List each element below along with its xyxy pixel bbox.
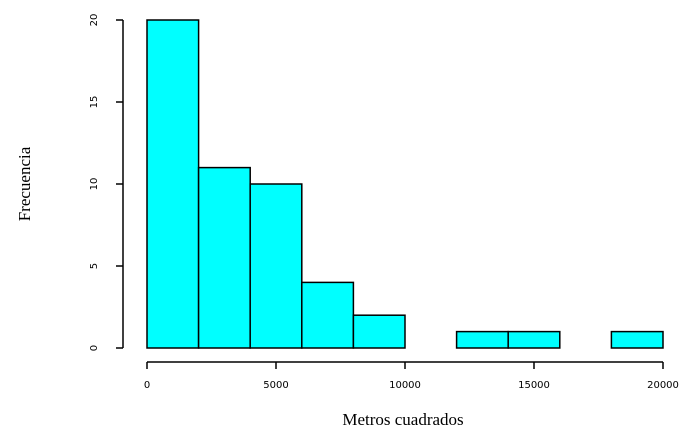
y-axis-title: Frecuencia: [15, 146, 34, 221]
y-tick-label: 5: [89, 263, 100, 269]
x-tick-label: 20000: [647, 380, 679, 391]
y-tick-label: 0: [89, 345, 100, 351]
x-tick-label: 10000: [389, 380, 421, 391]
histogram-bar: [610, 330, 664, 349]
histogram-bar: [507, 330, 561, 349]
x-axis-title: Metros cuadrados: [342, 410, 463, 429]
histogram-bar: [352, 314, 406, 349]
x-tick-label: 15000: [518, 380, 550, 391]
histogram-bars: [146, 19, 664, 349]
y-tick-label: 15: [89, 96, 100, 109]
histogram-bar: [249, 183, 303, 349]
histogram-bar: [455, 330, 509, 349]
histogram-bar: [197, 166, 251, 349]
y-tick-label: 20: [89, 14, 100, 27]
histogram-bar: [301, 281, 355, 349]
y-tick-label: 10: [89, 178, 100, 191]
histogram-bar: [146, 19, 200, 349]
x-tick-label: 0: [144, 380, 150, 391]
x-axis: 0 5000 10000 15000 20000: [144, 361, 679, 391]
x-tick-label: 5000: [263, 380, 288, 391]
y-axis: 0 5 10 15 20: [89, 14, 124, 351]
